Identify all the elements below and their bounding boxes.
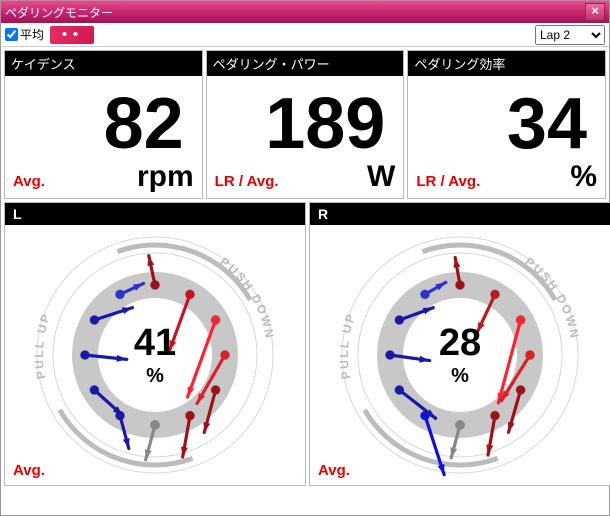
power-unit: W [367, 160, 395, 194]
metric-header: ペダリング・パワー [207, 51, 404, 76]
efficiency-unit: % [570, 160, 597, 194]
average-checkbox-wrap[interactable]: 平均 [5, 26, 44, 43]
dial-body: PULL UPPUSH DOWN 28 % Avg. [310, 225, 610, 485]
avg-label: Avg. [13, 462, 45, 479]
average-checkbox[interactable] [5, 28, 18, 41]
titlebar: ペダリングモニター × [1, 1, 609, 23]
avg-label: LR / Avg. [416, 173, 480, 190]
metric-cadence: ケイデンス 82 Avg. rpm [4, 50, 203, 199]
dial-center: 41 % [134, 322, 176, 388]
svg-text:PULL UP: PULL UP [32, 311, 54, 381]
dial-header: L [5, 203, 305, 225]
brand-logo [50, 26, 94, 44]
dials-row: L PULL UPPUSH DOWN 41 % Avg. R PULL UPPU… [1, 202, 609, 489]
dial-header: R [310, 203, 610, 225]
metric-body: 34 LR / Avg. % [408, 76, 605, 198]
power-value: 189 [215, 88, 386, 160]
dial-body: PULL UPPUSH DOWN 41 % Avg. [5, 225, 305, 485]
toolbar: 平均 Lap 2 [1, 23, 609, 47]
dial-right-value: 28 [439, 322, 481, 365]
avg-label: LR / Avg. [215, 173, 279, 190]
metrics-row: ケイデンス 82 Avg. rpm ペダリング・パワー 189 LR / Avg… [1, 47, 609, 202]
dial-right-unit: % [439, 365, 481, 388]
cadence-unit: rpm [137, 160, 194, 194]
metric-efficiency: ペダリング効率 34 LR / Avg. % [407, 50, 606, 199]
dial-left-value: 41 [134, 322, 176, 365]
window-title: ペダリングモニター [5, 4, 585, 21]
metric-header: ケイデンス [5, 51, 202, 76]
lap-select[interactable]: Lap 2 [535, 25, 605, 45]
window: ペダリングモニター × 平均 Lap 2 ケイデンス 82 Avg. rpm ペ… [0, 0, 610, 516]
cadence-value: 82 [13, 88, 184, 160]
svg-text:PULL UP: PULL UP [337, 311, 359, 381]
efficiency-value: 34 [416, 88, 587, 160]
avg-label: Avg. [318, 462, 350, 479]
metric-body: 82 Avg. rpm [5, 76, 202, 198]
dial-left: L PULL UPPUSH DOWN 41 % Avg. [4, 202, 306, 486]
dial-center: 28 % [439, 322, 481, 388]
dial-right: R PULL UPPUSH DOWN 28 % Avg. [309, 202, 610, 486]
dial-left-unit: % [134, 365, 176, 388]
metric-power: ペダリング・パワー 189 LR / Avg. W [206, 50, 405, 199]
metric-header: ペダリング効率 [408, 51, 605, 76]
average-checkbox-label: 平均 [20, 26, 44, 43]
avg-label: Avg. [13, 173, 45, 190]
close-button[interactable]: × [585, 3, 605, 21]
metric-body: 189 LR / Avg. W [207, 76, 404, 198]
